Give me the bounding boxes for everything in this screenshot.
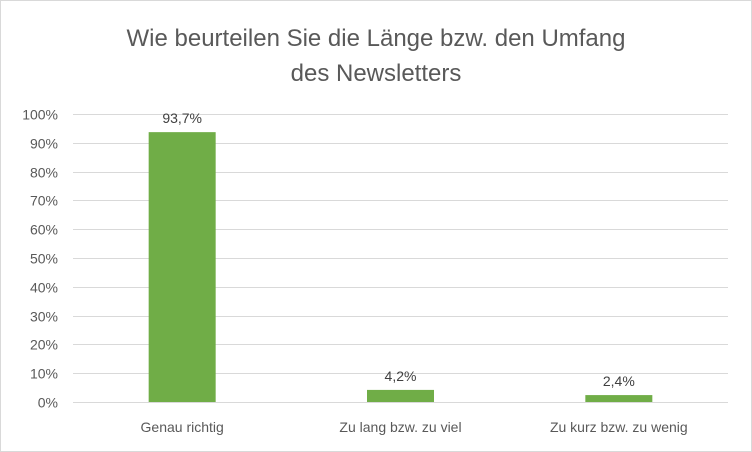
y-tick-label: 90%: [30, 136, 58, 152]
y-tick-label: 40%: [30, 280, 58, 296]
y-tick-label: 20%: [30, 337, 58, 353]
y-tick-label: 0%: [38, 395, 58, 411]
data-label: 93,7%: [162, 110, 202, 126]
bar-2: [367, 389, 434, 402]
y-tick-label: 10%: [30, 366, 58, 382]
bar-1: [148, 132, 216, 403]
data-label: 2,4%: [603, 373, 635, 389]
chart-title-line-1: Wie beurteilen Sie die Länge bzw. den Um…: [127, 25, 626, 52]
category-label: Zu kurz bzw. zu wenig: [550, 419, 688, 435]
data-label: 4,2%: [385, 368, 417, 384]
category-label: Zu lang bzw. zu viel: [339, 419, 461, 435]
y-tick-label: 60%: [30, 222, 58, 238]
y-tick-label: 70%: [30, 193, 58, 209]
y-tick-label: 100%: [22, 107, 58, 123]
chart-title-line-2: des Newsletters: [291, 60, 462, 87]
category-label: Genau richtig: [141, 419, 224, 435]
y-tick-label: 80%: [30, 165, 58, 181]
y-tick-label: 50%: [30, 251, 58, 267]
y-tick-label: 30%: [30, 309, 58, 325]
bar-3: [585, 395, 653, 402]
